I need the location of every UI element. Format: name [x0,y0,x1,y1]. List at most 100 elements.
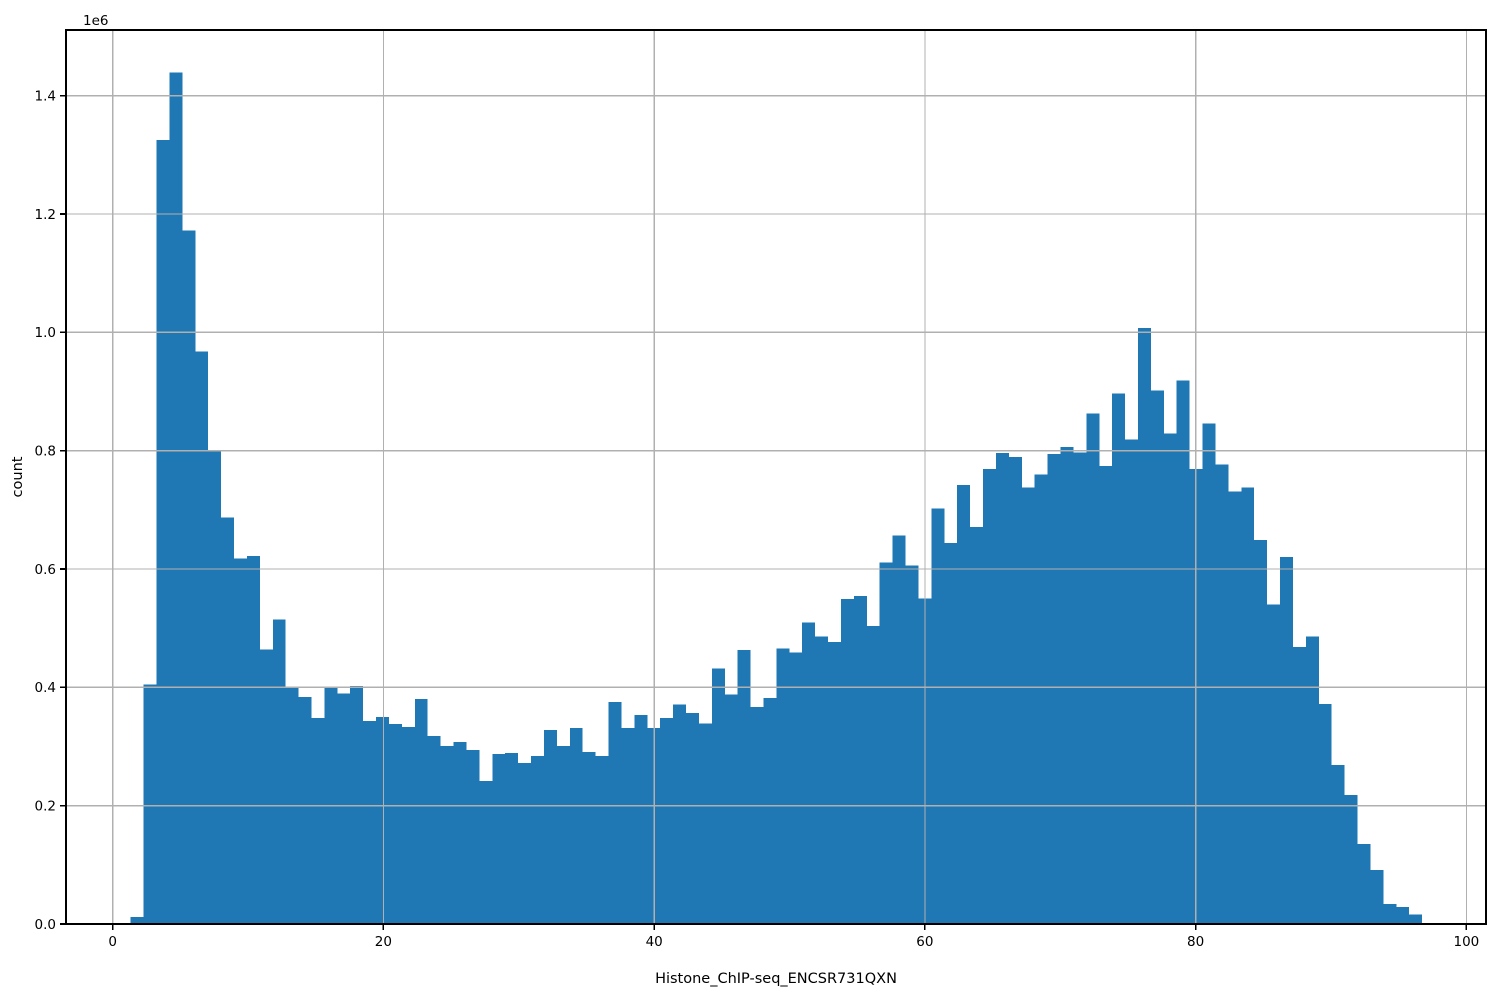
histogram-bar [1021,487,1035,924]
histogram-bar [363,721,377,924]
histogram-bar [660,718,674,924]
histogram-bar [673,704,686,924]
histogram-bar [414,699,428,924]
histogram-bar [221,517,235,924]
histogram-bar [1396,906,1410,924]
histogram-bar [1370,870,1384,924]
histogram-bar [737,650,751,924]
histogram-bar [376,716,389,924]
histogram-bar [1060,447,1074,924]
histogram-bar [182,230,196,924]
histogram-bar [259,649,273,924]
histogram-bar [866,625,880,924]
histogram-bar [1150,390,1164,924]
histogram-bar [1292,647,1306,924]
y-tick-label: 0.6 [35,562,56,578]
x-tick-label: 60 [916,934,933,950]
histogram-bar [724,694,738,924]
grid-group [66,30,1486,924]
histogram-bar [556,745,570,924]
histogram-bar [879,562,893,924]
histogram-bar [763,697,777,924]
histogram-bar [931,508,945,924]
histogram-bar [815,636,829,924]
histogram-bar [905,565,919,924]
y-axis-offset-text: 1e6 [83,13,108,29]
histogram-bar [711,668,725,924]
histogram-bar [156,140,170,925]
histogram-bar [492,754,506,924]
histogram-bar [1202,423,1216,924]
histogram-bar [1357,844,1371,924]
histogram-bar [983,469,996,924]
histogram-bar [1138,328,1151,924]
histogram-bar [1125,439,1138,924]
histogram-bar [621,728,635,924]
y-tick-label: 1.2 [35,207,56,223]
histogram-bar [1034,474,1048,924]
ticks-group [60,94,1468,930]
histogram-bar [1331,764,1345,924]
histogram-bar [195,351,209,924]
histogram-bar [957,484,971,924]
histogram-bar [789,652,803,924]
histogram-bar [582,751,596,924]
y-tick-label: 0.2 [35,799,56,815]
histogram-bar [518,763,532,924]
histogram-bar [634,715,648,924]
y-tick-label: 1.4 [35,89,56,105]
histogram-bar [853,596,867,924]
histogram-bar [840,599,854,924]
histogram-bar [388,724,402,924]
histogram-bar [1163,433,1177,924]
histogram-bar [776,648,790,924]
histogram-bar [970,527,984,924]
histogram-bar [531,755,544,924]
histogram-bar [1280,557,1293,924]
bars-group [130,72,1423,925]
histogram-bar [1241,487,1255,924]
histogram-bar [1409,914,1423,924]
histogram-bar [1008,457,1022,924]
x-tick-label: 100 [1454,934,1480,950]
y-tick-label: 1.0 [35,325,56,341]
histogram-bar [311,718,325,924]
histogram-bar [246,555,260,924]
histogram-bar [272,619,286,924]
histogram-bar [298,696,312,924]
histogram-bar [130,916,144,924]
axes-border [65,29,1487,925]
histogram-bar [543,729,557,924]
x-tick-label: 20 [375,934,392,950]
histogram-bar [505,753,519,924]
histogram-bar [337,693,351,924]
x-tick-label: 40 [646,934,663,950]
histogram-bar [401,726,415,924]
histogram-bar [1073,452,1087,924]
histogram-bar [1112,393,1126,924]
histogram-bar [1086,413,1100,924]
histogram-bar [802,622,816,924]
histogram-bar [169,72,183,925]
y-tick-label: 0.8 [35,444,56,460]
histogram-bar [595,755,609,924]
histogram-bar [995,453,1009,924]
histogram-bar [1383,903,1397,924]
histogram-bar [944,542,958,924]
histogram-bar [234,558,247,924]
histogram-bar [698,723,712,924]
histogram-bar [608,702,622,924]
histogram-bar [1099,466,1113,924]
histogram-bar [686,712,699,924]
histogram-bar [1215,464,1229,924]
histogram-bar [1047,454,1061,924]
histogram-bar [1305,636,1319,924]
histogram-bar [1318,703,1332,924]
histogram-bar [479,780,493,924]
histogram-bar [453,741,467,924]
x-axis-label: Histone_ChIP-seq_ENCSR731QXN [655,971,897,987]
histogram-bar [892,535,906,924]
histogram-bar [143,684,157,924]
